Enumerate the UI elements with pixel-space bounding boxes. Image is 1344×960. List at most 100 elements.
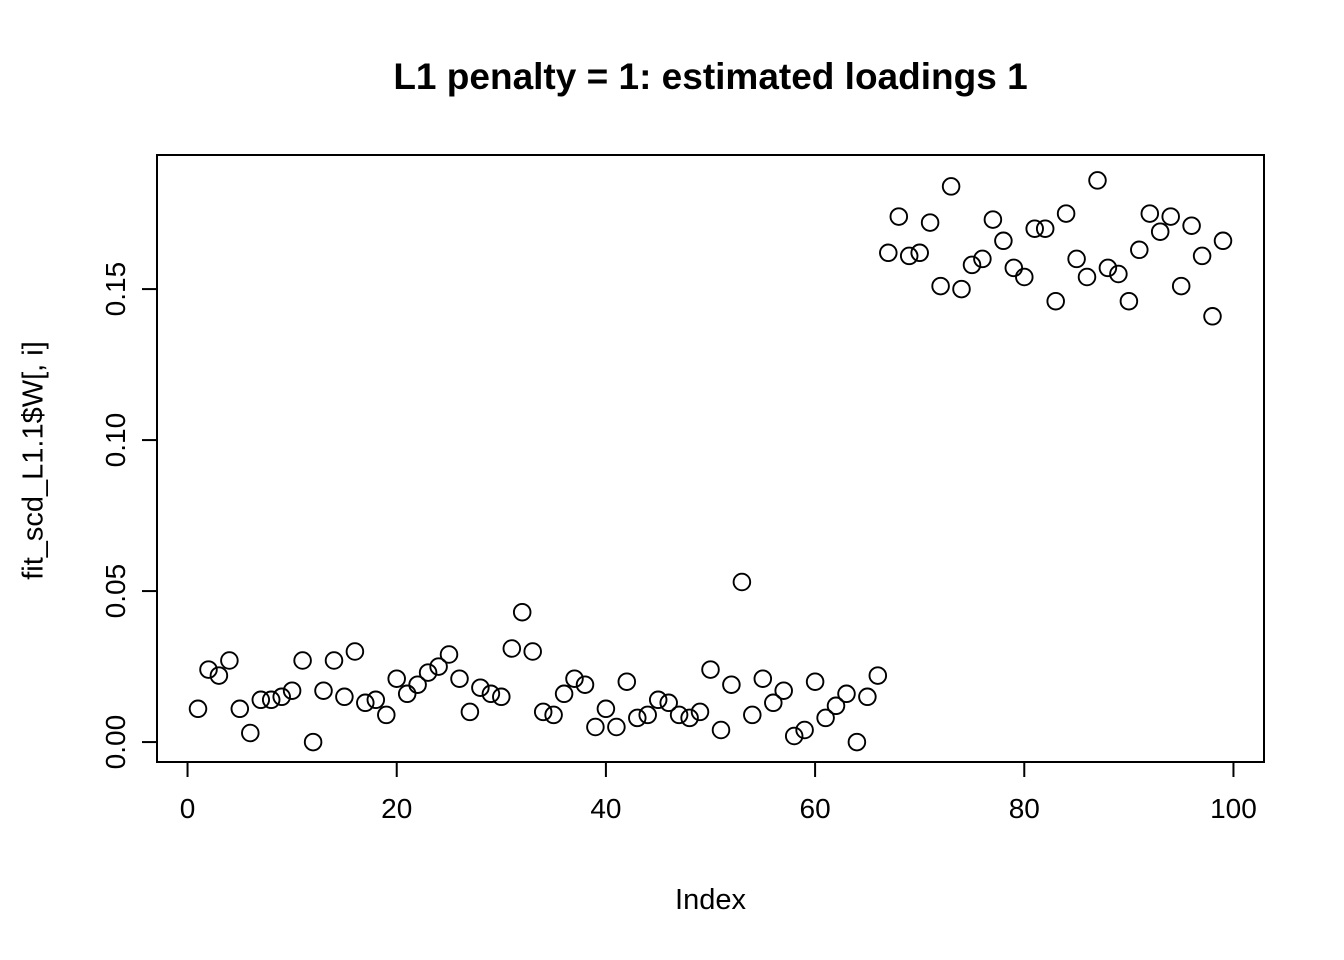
data-point xyxy=(1025,219,1044,238)
data-point xyxy=(586,717,605,737)
data-point xyxy=(345,642,365,661)
data-point xyxy=(303,732,323,752)
x-tick-label: 80 xyxy=(1009,793,1040,824)
data-point xyxy=(492,687,511,707)
data-point xyxy=(743,705,762,725)
data-point xyxy=(1203,307,1222,326)
data-point xyxy=(868,666,888,685)
data-point xyxy=(293,651,312,670)
data-point xyxy=(366,690,386,710)
chart-title: L1 penalty = 1: estimated loadings 1 xyxy=(393,56,1028,97)
data-point xyxy=(1098,258,1118,278)
data-point xyxy=(230,699,250,719)
data-point xyxy=(994,231,1013,251)
data-point xyxy=(899,246,919,266)
data-point xyxy=(335,687,354,707)
data-point xyxy=(439,645,459,664)
data-point xyxy=(1130,240,1149,260)
data-point xyxy=(941,177,961,196)
data-point xyxy=(188,699,208,719)
data-point xyxy=(1171,276,1191,296)
data-point xyxy=(429,657,448,676)
data-point xyxy=(920,213,940,232)
data-point xyxy=(826,696,846,716)
y-tick-label: 0.15 xyxy=(100,262,131,317)
data-point xyxy=(983,210,1003,229)
data-point xyxy=(1213,231,1233,251)
data-point xyxy=(596,699,616,719)
data-point xyxy=(523,642,542,661)
data-point xyxy=(659,693,678,713)
data-point xyxy=(816,708,835,728)
data-point xyxy=(450,669,469,688)
data-point xyxy=(764,693,783,713)
data-point xyxy=(1119,291,1139,311)
data-point xyxy=(199,660,218,679)
data-point xyxy=(261,690,281,710)
y-axis-ticks xyxy=(142,288,157,744)
data-point xyxy=(837,684,856,704)
data-point xyxy=(847,732,867,752)
data-point xyxy=(1161,207,1180,226)
data-point xyxy=(575,675,595,694)
data-point xyxy=(387,669,406,688)
data-point xyxy=(481,684,501,704)
data-point xyxy=(356,693,375,713)
data-point xyxy=(638,705,657,725)
x-tick-label: 100 xyxy=(1210,793,1257,824)
data-point xyxy=(397,684,417,704)
x-axis-title: Index xyxy=(675,884,746,916)
data-point xyxy=(1088,171,1107,190)
data-point xyxy=(554,684,574,704)
data-point xyxy=(1077,267,1097,287)
data-point xyxy=(1004,258,1024,278)
x-tick-label: 60 xyxy=(800,793,831,824)
data-point xyxy=(879,243,898,263)
data-point xyxy=(962,255,982,275)
data-points xyxy=(188,171,1233,752)
data-point xyxy=(722,675,741,694)
data-point xyxy=(711,720,731,740)
data-point xyxy=(774,681,793,700)
data-point xyxy=(680,708,699,728)
x-axis-tick-labels: 0 20 40 60 80 100 xyxy=(180,793,1257,824)
y-tick-label: 0.10 xyxy=(100,413,131,468)
data-point xyxy=(512,602,532,622)
data-point xyxy=(732,572,752,592)
data-point xyxy=(565,669,584,688)
data-point xyxy=(544,705,563,725)
data-point xyxy=(648,690,668,710)
data-point xyxy=(408,675,427,694)
data-point xyxy=(460,702,480,722)
data-point xyxy=(251,690,271,710)
x-axis-ticks xyxy=(186,762,1235,777)
y-tick-label: 0.00 xyxy=(100,715,131,770)
data-point xyxy=(805,672,825,691)
data-point xyxy=(272,687,291,707)
data-point xyxy=(502,639,522,658)
data-point xyxy=(1056,204,1076,223)
data-point xyxy=(1109,264,1128,284)
x-tick-label: 0 xyxy=(180,793,196,824)
data-point xyxy=(701,660,720,679)
data-point xyxy=(617,672,637,691)
data-point xyxy=(628,708,647,728)
x-tick-label: 20 xyxy=(381,793,412,824)
data-point xyxy=(973,249,992,269)
data-point xyxy=(471,678,490,697)
data-point xyxy=(669,705,689,725)
data-point xyxy=(1046,291,1065,311)
data-point xyxy=(784,726,804,746)
data-point xyxy=(418,663,438,682)
data-point xyxy=(533,702,553,722)
data-point xyxy=(1150,222,1170,241)
data-point xyxy=(889,207,909,226)
data-point xyxy=(607,717,626,737)
data-point xyxy=(795,720,814,740)
data-point xyxy=(1192,246,1212,266)
data-point xyxy=(241,723,260,743)
data-point xyxy=(1182,216,1201,235)
data-point xyxy=(931,276,950,296)
